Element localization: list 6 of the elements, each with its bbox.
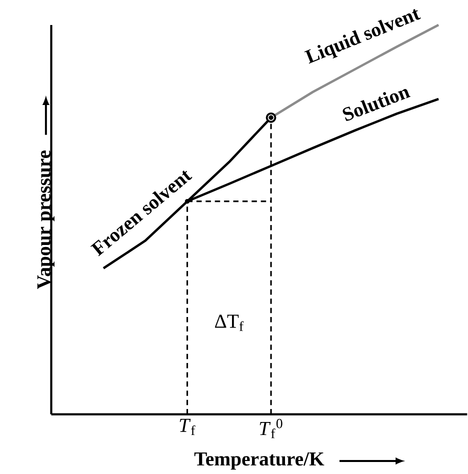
x-axis-title: Temperature/K <box>194 452 324 470</box>
x-tick-label: T$_{f}$0 <box>260 418 282 438</box>
text: Solution <box>342 88 410 121</box>
annotation: ΔT$_{f}$ <box>214 314 244 331</box>
x-tick-label: T$_{f}$ <box>180 418 196 436</box>
y-axis-title: Vapour pressure <box>37 150 54 290</box>
